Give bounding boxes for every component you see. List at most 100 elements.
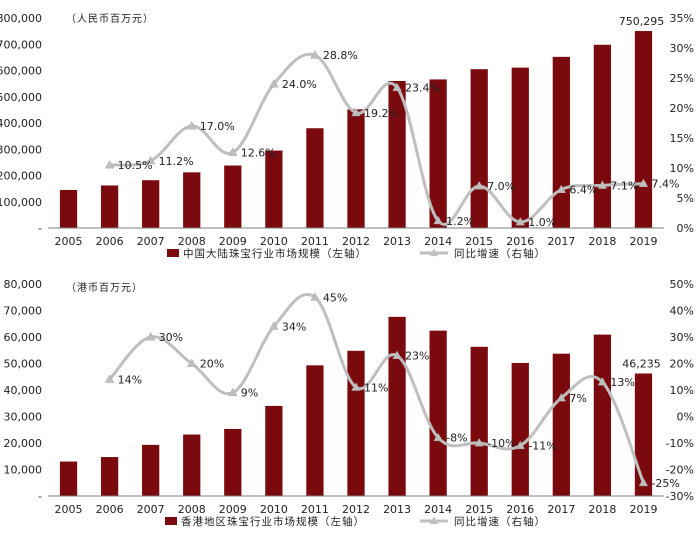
hongkong-x-tick-label: 2015 (465, 503, 493, 516)
mainland-jewelry-chart: （人民币百万元） - 100,000 200,000 300,000 400,000 50… (0, 12, 694, 260)
mainland-x-tick-label: 2008 (178, 235, 206, 248)
hongkong-x-tick-label: 2017 (547, 503, 575, 516)
hongkong-growth-label-2007: 30% (159, 331, 183, 344)
hongkong-growth-label-2006: 14% (118, 373, 142, 386)
hongkong-x-tick-label: 2010 (260, 503, 288, 516)
mainland-x-tick-label: 2013 (383, 235, 411, 248)
hongkong-right-tick-label: 50% (670, 278, 694, 291)
hongkong-growth-marker-2008 (187, 358, 197, 367)
mainland-growth-marker-2018 (597, 180, 608, 189)
mainland-legend-bar-swatch (167, 249, 179, 257)
hongkong-growth-marker-2014 (433, 432, 443, 442)
hongkong-growth-marker-2007 (145, 331, 156, 341)
hongkong-left-tick-label: 80,000 (4, 278, 43, 291)
mainland-growth-marker-2015 (474, 180, 484, 190)
hongkong-unit-label: （港币百万元） (66, 282, 143, 294)
hongkong-bar-2010 (265, 405, 283, 496)
mainland-bar-2015 (470, 69, 488, 228)
mainland-bar-2007 (142, 180, 160, 228)
hongkong-right-tick-label: -20% (666, 464, 694, 477)
mainland-x-tick-label: 2017 (547, 235, 575, 248)
mainland-growth-label-2015: 7.0% (487, 180, 515, 193)
mainland-growth-marker-2009 (228, 147, 238, 156)
hongkong-growth-label-2010: 34% (282, 320, 306, 333)
mainland-x-tick-label: 2010 (260, 235, 288, 248)
mainland-growth-marker-2006 (104, 159, 115, 169)
hongkong-growth-marker-2009 (228, 387, 238, 397)
mainland-growth-marker-2011 (310, 50, 320, 59)
hongkong-bar-2007 (142, 444, 160, 496)
mainland-bar-2016 (511, 67, 529, 228)
hongkong-bar-2019 (634, 373, 653, 496)
mainland-growth-label-2007: 11.2% (159, 155, 194, 168)
mainland-x-tick-label: 2016 (506, 235, 534, 248)
hongkong-right-tick-label: 10% (670, 384, 694, 397)
mainland-x-tick-label: 2006 (96, 235, 124, 248)
mainland-left-tick-label: - (38, 222, 42, 235)
mainland-bar-2011 (306, 128, 324, 228)
hongkong-legend-bar-swatch (165, 517, 177, 525)
hongkong-bar-2016 (511, 362, 529, 496)
hongkong-growth-label-2008: 20% (200, 358, 224, 371)
mainland-right-tick-label: 20% (670, 102, 694, 115)
mainland-left-tick-label: 500,000 (0, 91, 42, 104)
hongkong-growth-marker-2006 (104, 374, 115, 383)
hongkong-x-tick-label: 2008 (178, 503, 206, 516)
mainland-growth-line (109, 52, 644, 226)
mainland-growth-label-2014: 1.2% (446, 215, 474, 228)
mainland-growth-label-2017: 6.4% (569, 184, 597, 197)
hongkong-bar-2011 (306, 365, 324, 496)
hongkong-growth-marker-2019 (638, 477, 649, 487)
hongkong-bar-2008 (183, 434, 201, 496)
hongkong-growth-label-2013: 23% (405, 350, 429, 363)
mainland-bar-2019 (634, 31, 653, 228)
mainland-bar-2009 (224, 165, 242, 228)
hongkong-left-tick-label: 10,000 (4, 464, 43, 477)
mainland-left-tick-label: 400,000 (0, 117, 42, 130)
mainland-legend-line-label: 同比增速（右轴） (454, 247, 546, 260)
hongkong-legend-line-label: 同比增速（右轴） (454, 515, 546, 528)
mainland-bar-2013 (388, 81, 406, 228)
mainland-x-tick-label: 2012 (342, 235, 370, 248)
mainland-x-tick-label: 2018 (588, 235, 616, 248)
hongkong-right-tick-label: -30% (666, 490, 694, 503)
hongkong-left-tick-label: - (38, 490, 42, 503)
hongkong-left-tick-label: 20,000 (4, 437, 43, 450)
hongkong-growth-marker-2015 (474, 437, 484, 447)
mainland-growth-marker-2014 (433, 215, 443, 225)
mainland-x-tick-label: 2011 (301, 235, 329, 248)
hongkong-right-tick-label: 0% (677, 411, 694, 424)
mainland-left-tick-label: 200,000 (0, 170, 42, 183)
mainland-bar-2018 (593, 44, 612, 229)
hongkong-legend-bar-label: 香港地区珠宝行业市场规模（左轴） (181, 515, 365, 528)
mainland-x-tick-label: 2019 (629, 235, 657, 248)
hongkong-bar-2006 (100, 457, 119, 496)
mainland-growth-marker-2010 (269, 78, 279, 88)
mainland-x-tick-label: 2014 (424, 235, 452, 248)
hongkong-x-tick-label: 2013 (383, 503, 411, 516)
hongkong-x-tick-label: 2012 (342, 503, 370, 516)
mainland-unit-label: （人民币百万元） (66, 13, 154, 25)
mainland-x-tick-label: 2007 (137, 235, 165, 248)
mainland-growth-marker-2013 (392, 82, 402, 91)
hongkong-bar-2015 (470, 346, 488, 496)
mainland-right-tick-label: 0% (677, 222, 694, 235)
mainland-growth-marker-2019 (638, 178, 649, 187)
hongkong-left-tick-label: 30,000 (4, 411, 43, 424)
mainland-growth-label-2016: 1.0% (528, 216, 556, 229)
hongkong-bar-2012 (347, 350, 365, 496)
hongkong-growth-marker-2016 (515, 440, 525, 450)
hongkong-growth-label-2016: -11% (528, 440, 556, 453)
mainland-bar-2017 (552, 56, 570, 228)
hongkong-bar-2005 (59, 461, 78, 496)
hongkong-x-tick-label: 2019 (629, 503, 657, 516)
hongkong-legend: 香港地区珠宝行业市场规模（左轴） 同比增速（右轴） (165, 515, 546, 528)
mainland-growth-marker-2012 (351, 107, 361, 117)
hongkong-growth-label-2011: 45% (323, 291, 347, 304)
mainland-growth-label-2009: 12.6% (241, 146, 276, 159)
mainland-bar-2006 (100, 185, 119, 228)
mainland-growth-marker-2017 (556, 184, 567, 193)
hongkong-jewelry-chart: （港币百万元） - 10,000 20,000 30,000 40,000 50,000 6… (4, 278, 695, 528)
mainland-bar-2005 (59, 189, 78, 228)
